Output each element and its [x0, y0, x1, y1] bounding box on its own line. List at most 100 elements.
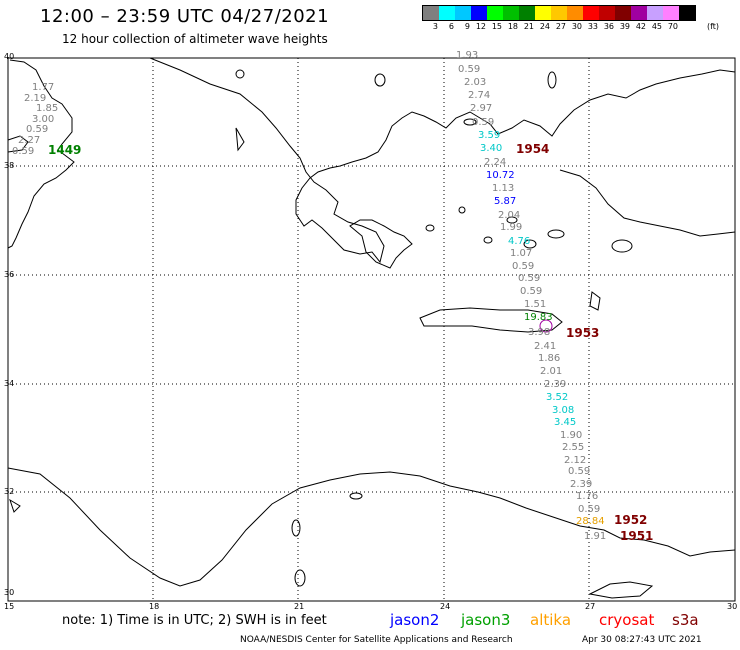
pass-time-label: 1953 [566, 326, 600, 340]
wave-height-value: 28.84 [576, 516, 605, 527]
coast-balkans [149, 57, 736, 264]
coast-sicily-toe [7, 135, 29, 153]
wave-height-value: 2.03 [464, 77, 487, 88]
coast-italy [7, 59, 75, 249]
wave-height-value: 10.72 [486, 170, 515, 181]
wave-height-value: 3.40 [480, 143, 503, 154]
wave-height-value: 0.59 [520, 286, 543, 297]
wave-height-value: 0.59 [472, 117, 495, 128]
legend-swatch [599, 6, 615, 20]
coast-cyprus [588, 581, 654, 599]
legend-label: 24 [539, 22, 550, 31]
island [547, 229, 565, 239]
wave-height-value: 1.93 [456, 50, 479, 61]
lat-label: 32 [4, 487, 15, 496]
legend-label: 12 [475, 22, 486, 31]
footer-credit: NOAA/NESDIS Center for Satellite Applica… [240, 635, 513, 645]
coast-west-greece-isles [235, 127, 245, 152]
wave-height-value: 3.45 [554, 417, 577, 428]
wave-height-value: 1.13 [492, 183, 515, 194]
wave-height-value: 3.98 [528, 327, 551, 338]
wave-height-value: 2.74 [468, 90, 491, 101]
wave-height-value: 1.51 [524, 299, 547, 310]
wave-height-value: 4.76 [508, 236, 531, 247]
map-title: 12:00 – 23:59 UTC 04/27/2021 [40, 6, 330, 27]
wave-height-value: 0.59 [568, 466, 591, 477]
legend-swatch [535, 6, 551, 20]
wave-height-value: 0.59 [518, 273, 541, 284]
lat-label: 38 [4, 161, 15, 170]
legend-label: 45 [651, 22, 662, 31]
legend-swatch [503, 6, 519, 20]
island [374, 73, 386, 87]
legend-swatch [551, 6, 567, 20]
island [291, 519, 301, 537]
wave-height-value: 5.87 [494, 196, 517, 207]
legend-swatch [519, 6, 535, 20]
island [463, 118, 477, 126]
wave-height-value: 2.04 [498, 210, 521, 221]
wave-height-value: 1.90 [560, 430, 583, 441]
legend-label: 18 [507, 22, 518, 31]
coast-peloponnese [349, 219, 413, 269]
wave-height-value: 1.99 [500, 222, 523, 233]
wave-height-value: 2.41 [534, 341, 557, 352]
island [547, 71, 557, 89]
color-legend-labels: 3 6 9 12 15 18 21 24 27 30 33 36 39 42 45 70 [422, 22, 694, 31]
lon-label: 30 [727, 602, 738, 611]
wave-height-value: 0.59 [12, 146, 35, 157]
lon-label: 24 [440, 602, 451, 611]
wave-height-value: 0.59 [458, 64, 481, 75]
map-frame [7, 57, 736, 602]
island [235, 69, 245, 79]
island [523, 239, 537, 249]
legend-label: 9 [464, 22, 470, 31]
coast-malta [9, 498, 21, 513]
wave-height-value: 3.08 [552, 405, 575, 416]
island [506, 216, 518, 224]
legend-label: 3 [432, 22, 438, 31]
legend-swatch [439, 6, 455, 20]
track-markers [539, 319, 553, 333]
wave-height-value: 1.91 [584, 531, 607, 542]
legend-label: 39 [619, 22, 630, 31]
wave-height-value: 2.19 [24, 93, 47, 104]
satellite-name: jason3 [461, 611, 511, 629]
legend-label: 6 [448, 22, 454, 31]
pass-time-label: 1951 [620, 529, 654, 543]
legend-swatch [567, 6, 583, 20]
island [294, 569, 306, 587]
coast-rhodes [589, 291, 601, 311]
wave-height-value: 0.59 [26, 124, 49, 135]
wave-height-value: 2.27 [18, 135, 41, 146]
wave-height-value: 3.00 [32, 114, 55, 125]
island [483, 236, 493, 244]
wave-height-value: 2.24 [484, 157, 507, 168]
legend-label: 15 [491, 22, 502, 31]
lat-label: 34 [4, 379, 15, 388]
pass-time-label: 1954 [516, 142, 550, 156]
legend-label: 21 [523, 22, 534, 31]
island [458, 206, 466, 214]
wave-height-value: 1.85 [36, 103, 59, 114]
lat-label: 30 [4, 588, 15, 597]
wave-height-value: 1.07 [510, 248, 533, 259]
legend-swatch [631, 6, 647, 20]
legend-swatch [423, 6, 439, 20]
legend-swatch [679, 6, 695, 20]
wave-height-value: 1.76 [576, 491, 599, 502]
legend-swatch [647, 6, 663, 20]
lat-label: 36 [4, 270, 15, 279]
wave-height-value: 2.01 [540, 366, 563, 377]
satellite-name: jason2 [390, 611, 440, 629]
wave-height-value: 0.59 [512, 261, 535, 272]
color-legend [422, 5, 696, 21]
note-text: note: 1) Time is in UTC; 2) SWH is in fe… [62, 613, 327, 628]
lon-label: 15 [4, 602, 15, 611]
pass-time-label: 1449 [48, 143, 82, 157]
satellite-name: altika [530, 611, 572, 629]
legend-label: 30 [571, 22, 582, 31]
graticule [8, 58, 735, 601]
island [349, 492, 363, 500]
